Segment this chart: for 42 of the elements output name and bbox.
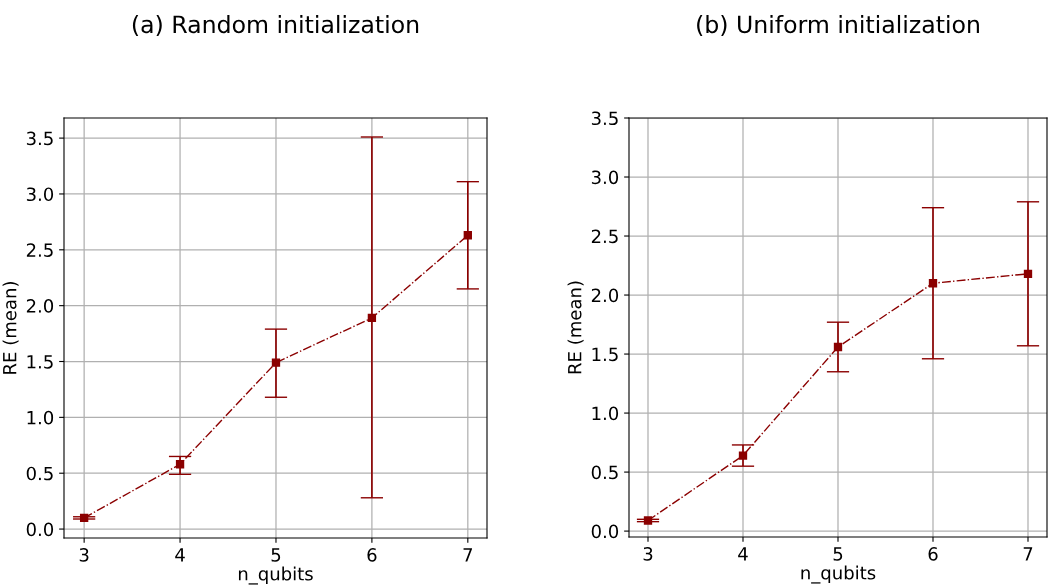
y-tick-label: 1.5 [27,355,53,369]
y-axis-title: RE (mean) [2,282,19,374]
y-tick-label: 1.0 [27,410,54,425]
y-tick-label: 3.5 [591,111,618,126]
x-tick-label: 6 [367,548,377,562]
y-tick-label: 2.0 [26,299,54,313]
y-tick-label: 3.0 [591,170,619,185]
point [833,342,843,352]
y-tick-label: 0.5 [26,466,53,481]
point [79,513,89,523]
x-tick-label: 3 [643,547,653,561]
y-tick-label: 1.5 [592,347,618,362]
x-tick-label: 4 [175,548,185,562]
point [1023,269,1033,278]
chart-title: (a) Random initialization [132,14,419,36]
x-tick-label: 5 [271,548,281,562]
x-axis-title: n_qubits [238,566,313,585]
point [928,279,938,288]
chart-title: (b) Uniform initialization [697,14,979,36]
y-tick-label: 0.5 [591,465,618,480]
point [367,313,377,323]
x-tick-label: 7 [1023,547,1033,561]
x-tick-label: 6 [928,547,938,561]
x-tick-label: 7 [463,548,473,562]
y-tick-label: 2.5 [591,229,618,244]
point [463,231,472,240]
y-tick-label: 3.5 [26,131,53,146]
x-axis-title: n_qubits [801,565,876,584]
y-tick-label: 2.5 [26,243,53,257]
x-tick-label: 5 [833,547,843,561]
point [643,516,653,525]
y-tick-label: 1.0 [592,406,619,421]
x-tick-label: 3 [79,548,89,562]
y-tick-label: 0.0 [26,522,54,537]
y-tick-label: 0.0 [591,524,619,539]
point [271,358,281,367]
y-axis-title: RE (mean) [567,281,584,374]
point [175,460,185,469]
y-tick-label: 2.0 [591,288,619,303]
y-tick-label: 3.0 [26,187,54,202]
point [738,451,748,460]
x-tick-label: 4 [738,547,748,561]
